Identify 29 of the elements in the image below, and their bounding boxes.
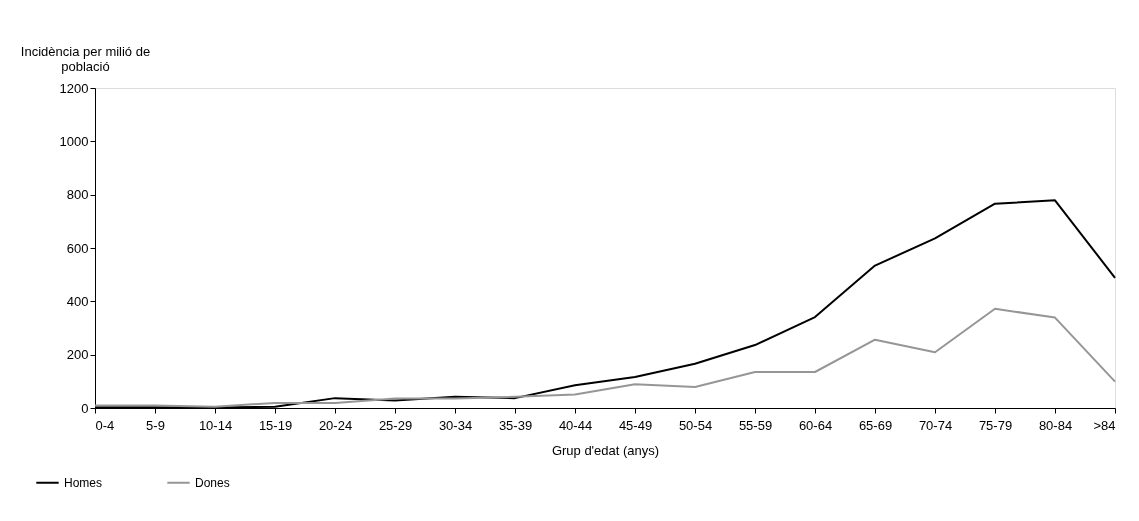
y-tick-label: 1000 bbox=[59, 133, 89, 149]
x-tick-label: 50-54 bbox=[678, 417, 713, 433]
x-tick-label: 45-49 bbox=[618, 417, 653, 433]
legend-label: Dones bbox=[195, 475, 230, 490]
x-tick-label: 70-74 bbox=[918, 417, 953, 433]
x-tick-label: 0-4 bbox=[95, 417, 115, 433]
y-tick-label: 800 bbox=[66, 187, 89, 203]
x-tick-label: 20-24 bbox=[318, 417, 353, 433]
x-tick-label: 40-44 bbox=[558, 417, 593, 433]
y-tick-label: 0 bbox=[81, 400, 89, 416]
x-tick-label: 55-59 bbox=[738, 417, 773, 433]
x-tick-label: 35-39 bbox=[498, 417, 533, 433]
x-tick-label: >84 bbox=[1093, 417, 1116, 433]
x-tick-label: 30-34 bbox=[438, 417, 473, 433]
x-tick-label: 75-79 bbox=[978, 417, 1013, 433]
y-tick-label: 200 bbox=[66, 347, 89, 363]
x-tick-label: 60-64 bbox=[798, 417, 833, 433]
y-tick-label: 1200 bbox=[59, 80, 89, 96]
y-tick-label: 600 bbox=[66, 240, 89, 256]
x-tick-label: 80-84 bbox=[1038, 417, 1073, 433]
y-tick-label: 400 bbox=[66, 293, 89, 309]
x-tick-label: 10-14 bbox=[198, 417, 233, 433]
x-tick-label: 65-69 bbox=[858, 417, 893, 433]
x-tick-label: 15-19 bbox=[258, 417, 293, 433]
x-tick-label: 5-9 bbox=[146, 417, 165, 433]
x-axis-title: Grup d'edat (anys) bbox=[551, 442, 660, 458]
y-axis-title: Incidència per milió de població bbox=[20, 43, 151, 74]
x-tick-label: 25-29 bbox=[378, 417, 413, 433]
legend-label: Homes bbox=[64, 475, 103, 490]
